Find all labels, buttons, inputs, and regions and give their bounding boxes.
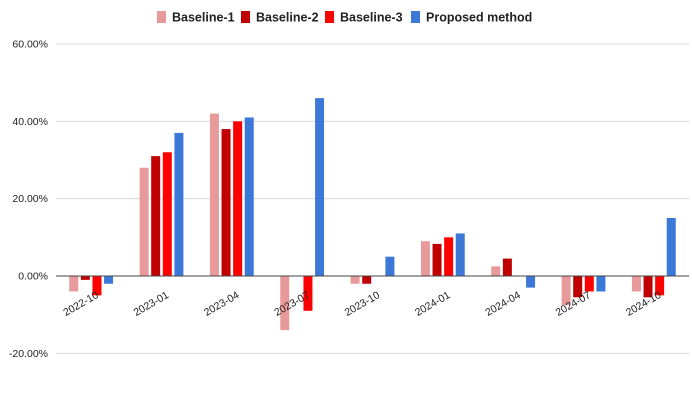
bar [655, 276, 665, 296]
bar [350, 276, 360, 284]
legend-label: Baseline-1 [172, 11, 235, 25]
bar [104, 276, 114, 284]
bar [92, 276, 102, 296]
y-tick-label: 40.00% [12, 116, 48, 128]
y-tick-label: 0.00% [18, 271, 48, 283]
x-tick-label: 2024-01 [413, 289, 453, 319]
legend-swatch [411, 11, 420, 23]
bar [162, 152, 172, 276]
bar [561, 276, 571, 305]
bar [444, 237, 454, 276]
bar [643, 276, 653, 298]
bar [491, 266, 501, 276]
bar [362, 276, 372, 284]
bar [209, 113, 219, 276]
y-tick-label: -20.00% [9, 348, 48, 360]
bar [80, 276, 90, 280]
legend-label: Baseline-2 [256, 11, 319, 25]
bar [526, 276, 536, 288]
bar [221, 129, 231, 276]
bar [174, 132, 184, 276]
legend-swatch [325, 11, 334, 23]
legend-label: Proposed method [426, 11, 532, 25]
x-tick-label: 2022-10 [61, 289, 101, 319]
x-tick-label: 2023-01 [132, 289, 172, 319]
legend-swatch [241, 11, 250, 23]
x-tick-label: 2024-04 [483, 289, 523, 319]
x-axis-ticks: 2022-10 2023-01 2023-04 2023-07 2023-10 2024-… [61, 289, 663, 319]
bar [455, 233, 465, 276]
bars [69, 98, 676, 331]
bar [432, 243, 442, 276]
chart-legend: Baseline-1 Baseline-2 Baseline-3 Proposed m… [157, 11, 532, 25]
bar [573, 276, 583, 298]
y-tick-label: 20.00% [12, 193, 48, 205]
bar [596, 276, 606, 292]
gridlines [56, 43, 689, 354]
bar [584, 276, 594, 292]
legend-swatch [157, 11, 166, 23]
y-axis-ticks: -20.00% 0.00% 20.00% 40.00% 60.00% [9, 39, 48, 360]
bar [233, 121, 243, 276]
bar [69, 276, 79, 292]
bar [385, 256, 395, 276]
bar [666, 218, 676, 276]
x-tick-label: 2023-10 [343, 289, 383, 319]
legend-label: Baseline-3 [340, 11, 403, 25]
bar [244, 117, 254, 276]
y-tick-label: 60.00% [12, 39, 48, 51]
bar [139, 167, 149, 276]
bar [631, 276, 641, 292]
bar [303, 276, 313, 311]
x-tick-label: 2023-04 [202, 289, 242, 319]
bar [420, 241, 430, 276]
bar [315, 98, 325, 276]
bar [280, 276, 290, 331]
bar [151, 156, 161, 276]
bar [502, 258, 512, 276]
